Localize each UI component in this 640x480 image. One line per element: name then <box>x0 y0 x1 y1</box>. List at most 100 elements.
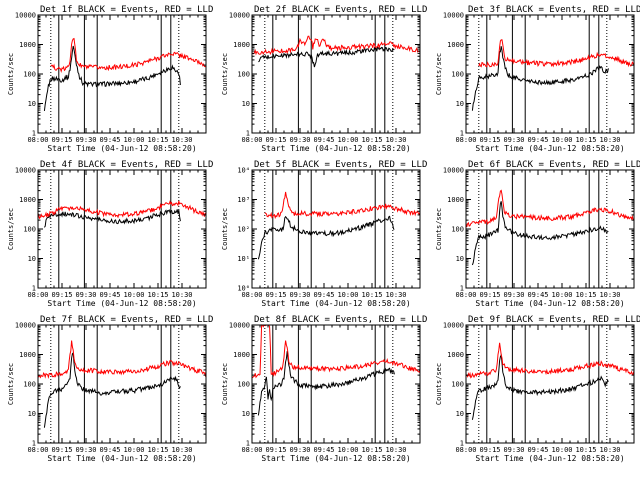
y-tick-label: 10 <box>28 255 36 263</box>
plot-frame <box>465 169 635 289</box>
series-line-lld <box>37 340 207 379</box>
x-tick-label: 10:30 <box>385 136 406 144</box>
x-tick-label: 10:00 <box>551 291 572 299</box>
series-line-events <box>43 351 181 428</box>
y-tick-label: 10¹ <box>237 255 250 263</box>
x-tick-label: 09:30 <box>503 291 524 299</box>
series-line-lld <box>251 324 421 379</box>
y-axis-label: Counts/sec <box>221 53 229 95</box>
series-line-events <box>257 351 395 416</box>
panel-2: Det 2f BLACK = Events, RED = LLD 1 10 100 10… <box>221 5 427 153</box>
series-line-events <box>43 209 181 228</box>
x-tick-label: 10:30 <box>385 291 406 299</box>
series-line-events <box>471 353 609 420</box>
y-tick-label: 10000 <box>443 322 464 330</box>
y-tick-label: 100 <box>451 381 464 389</box>
y-tick-label: 1000 <box>447 196 464 204</box>
series-line-lld <box>478 39 635 68</box>
y-tick-label: 10 <box>456 255 464 263</box>
x-tick-label: 09:15 <box>51 446 72 454</box>
y-tick-label: 10 <box>242 100 250 108</box>
x-tick-label: 10:15 <box>147 136 168 144</box>
panel-title: Det 7f BLACK = Events, RED = LLD <box>40 315 213 325</box>
y-tick-label: 100 <box>23 71 36 79</box>
x-tick-label: 09:45 <box>313 136 334 144</box>
x-tick-label: 09:15 <box>479 136 500 144</box>
x-tick-label: 10:15 <box>147 446 168 454</box>
y-tick-label: 100 <box>237 381 250 389</box>
y-tick-label: 1000 <box>19 41 36 49</box>
x-tick-label: 08:00 <box>455 446 476 454</box>
y-tick-label: 10000 <box>15 12 36 20</box>
x-tick-label: 08:00 <box>27 136 48 144</box>
plot-frame <box>251 14 421 134</box>
y-tick-label: 10⁴ <box>237 167 250 175</box>
x-tick-label: 08:00 <box>455 291 476 299</box>
x-tick-label: 09:45 <box>313 446 334 454</box>
y-tick-label: 1000 <box>19 351 36 359</box>
x-tick-label: 10:15 <box>147 291 168 299</box>
series-line-events <box>43 45 181 111</box>
x-axis-label: Start Time (04-Jun-12 08:58:20) <box>475 454 624 463</box>
x-axis-label: Start Time (04-Jun-12 08:58:20) <box>47 299 196 308</box>
series-line-lld <box>465 342 635 379</box>
series-line-lld <box>50 37 206 73</box>
y-tick-label: 1 <box>460 130 464 138</box>
panel-title: Det 9f BLACK = Events, RED = LLD <box>468 315 640 325</box>
x-axis-label: Start Time (04-Jun-12 08:58:20) <box>261 454 410 463</box>
panel-1: Det 1f BLACK = Events, RED = LLD 1 10 100 10… <box>7 5 213 153</box>
y-tick-label: 10 <box>28 100 36 108</box>
x-tick-label: 10:30 <box>171 136 192 144</box>
y-tick-label: 100 <box>451 71 464 79</box>
x-axis-label: Start Time (04-Jun-12 08:58:20) <box>475 299 624 308</box>
panel-8: Det 8f BLACK = Events, RED = LLD 1 10 100 10… <box>221 315 427 463</box>
y-tick-label: 1000 <box>19 196 36 204</box>
x-tick-label: 09:15 <box>479 291 500 299</box>
x-tick-label: 10:15 <box>575 136 596 144</box>
x-tick-label: 09:45 <box>527 446 548 454</box>
series-line-lld <box>251 35 421 56</box>
y-tick-label: 1 <box>32 440 36 448</box>
x-tick-label: 10:30 <box>599 291 620 299</box>
x-tick-label: 09:45 <box>527 291 548 299</box>
y-tick-label: 1000 <box>233 351 250 359</box>
y-tick-label: 10000 <box>229 12 250 20</box>
x-tick-label: 09:15 <box>479 446 500 454</box>
y-axis-label: Counts/sec <box>7 208 15 250</box>
panel-5: Det 5f BLACK = Events, RED = LLD 10⁰ 10¹ 10… <box>221 160 427 308</box>
x-tick-label: 09:45 <box>99 291 120 299</box>
panel-9: Det 9f BLACK = Events, RED = LLD 1 10 100 10… <box>435 315 640 463</box>
x-tick-label: 09:30 <box>75 446 96 454</box>
series-line-lld <box>264 191 421 220</box>
y-axis-label: Counts/sec <box>435 53 443 95</box>
y-tick-label: 1000 <box>447 351 464 359</box>
y-tick-label: 1 <box>32 285 36 293</box>
y-tick-label: 1 <box>460 285 464 293</box>
x-tick-label: 08:00 <box>27 446 48 454</box>
x-tick-label: 09:30 <box>75 291 96 299</box>
y-tick-label: 100 <box>237 71 250 79</box>
x-tick-label: 10:30 <box>599 136 620 144</box>
x-tick-label: 10:00 <box>123 446 144 454</box>
y-axis-label: Counts/sec <box>435 363 443 405</box>
x-tick-label: 10:00 <box>337 291 358 299</box>
y-tick-label: 100 <box>451 226 464 234</box>
y-tick-label: 10000 <box>443 12 464 20</box>
plot-frame <box>37 324 207 444</box>
x-tick-label: 09:30 <box>289 446 310 454</box>
plot-frame <box>251 169 421 289</box>
x-tick-label: 09:30 <box>75 136 96 144</box>
x-tick-label: 10:00 <box>337 446 358 454</box>
y-tick-label: 10000 <box>15 167 36 175</box>
x-tick-label: 09:15 <box>265 291 286 299</box>
x-axis-label: Start Time (04-Jun-12 08:58:20) <box>261 144 410 153</box>
x-tick-label: 09:45 <box>527 136 548 144</box>
x-tick-label: 09:45 <box>99 136 120 144</box>
y-tick-label: 10 <box>456 100 464 108</box>
y-axis-label: Counts/sec <box>221 363 229 405</box>
series-line-lld <box>37 200 207 220</box>
x-tick-label: 09:15 <box>51 136 72 144</box>
plot-frame <box>37 14 207 134</box>
y-tick-label: 10000 <box>15 322 36 330</box>
panel-title: Det 4f BLACK = Events, RED = LLD <box>40 160 213 170</box>
